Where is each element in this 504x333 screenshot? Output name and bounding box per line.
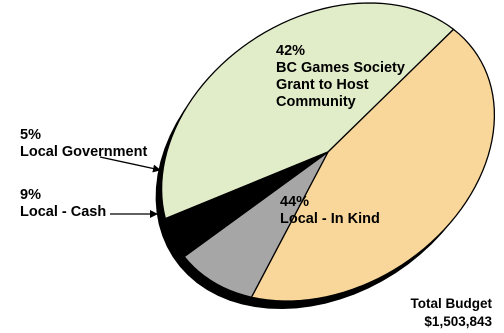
pie-slice-grant [160, 2, 455, 220]
label-grant-line2: Grant to Host [276, 77, 369, 93]
label-inkind-name: Local - In Kind [280, 211, 380, 227]
label-government-percent: 5% [20, 127, 41, 143]
label-grant-percent: 42% [276, 43, 305, 59]
total-budget-label: Total Budget [411, 296, 493, 311]
total-budget-value: $1,503,843 [424, 314, 492, 329]
pie-slice-inkind [250, 28, 496, 302]
leader-line-government [99, 156, 161, 173]
label-grant-line3: Community [276, 94, 356, 110]
label-grant-line1: BC Games Society [276, 60, 405, 76]
pie-slice-cash [183, 151, 329, 298]
label-inkind-percent: 44% [280, 194, 309, 210]
label-cash-name: Local - Cash [20, 204, 106, 220]
pie-slices [160, 2, 496, 302]
label-government-name: Local Government [20, 144, 147, 160]
label-cash-percent: 9% [20, 187, 41, 203]
pie-slice-government [164, 151, 329, 258]
